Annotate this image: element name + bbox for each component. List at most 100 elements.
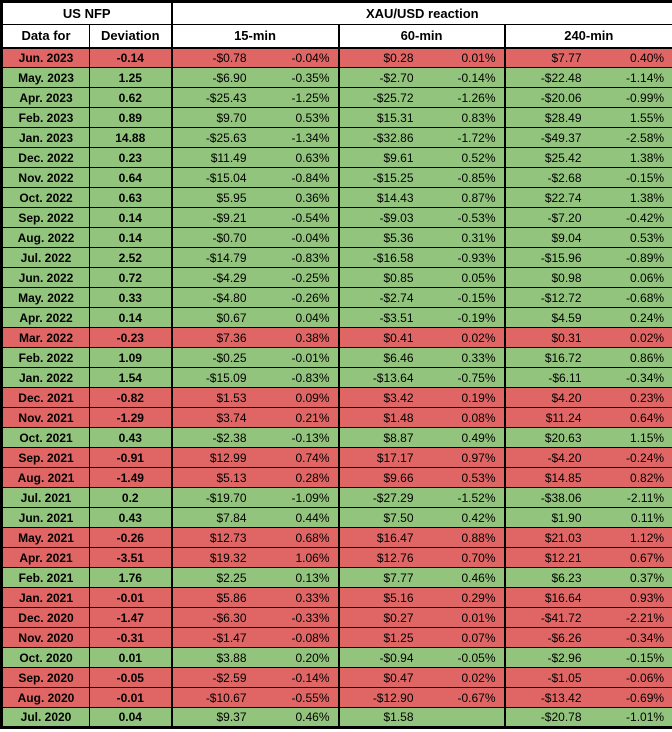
table-row: Jan. 2021 -0.01 $5.86 0.33% $5.16 0.29% $16.64…: [1, 587, 672, 608]
m60-pct-cell: 0.01%: [421, 607, 506, 628]
m15-pct-cell: 0.68%: [254, 527, 340, 548]
m240-usd-cell: $16.72: [503, 347, 590, 368]
table-row: Jul. 2021 0.2 -$19.70 -1.09% -$27.29 -1.52% -$…: [1, 487, 672, 508]
m15-pct-cell: -0.55%: [254, 687, 340, 708]
deviation-cell: 0.23: [88, 147, 173, 168]
deviation-cell: 0.43: [88, 507, 173, 528]
m240-pct-cell: 1.12%: [589, 527, 672, 548]
table-row: Jun. 2021 0.43 $7.84 0.44% $7.50 0.42% $1.90 0.…: [1, 507, 672, 528]
deviation-cell: 0.01: [88, 647, 173, 668]
m240-pct-cell: 1.15%: [589, 427, 672, 448]
m60-usd-cell: -$2.70: [337, 67, 422, 88]
m60-pct-cell: 0.19%: [421, 387, 506, 408]
m15-usd-cell: $1.53: [170, 387, 255, 408]
m240-pct-cell: -2.11%: [589, 487, 672, 508]
m240-pct-cell: -1.01%: [589, 707, 672, 728]
m240-usd-cell: -$13.42: [503, 687, 590, 708]
table-row: Feb. 2021 1.76 $2.25 0.13% $7.77 0.46% $6.23 0.…: [1, 567, 672, 588]
table-row: May. 2023 1.25 -$6.90 -0.35% -$2.70 -0.14% -$2…: [1, 67, 672, 88]
deviation-cell: 0.04: [88, 707, 173, 728]
m60-usd-cell: $9.66: [337, 467, 422, 488]
deviation-cell: 0.33: [88, 287, 173, 308]
m60-usd-cell: $0.27: [337, 607, 422, 628]
m240-pct-cell: -1.14%: [589, 67, 672, 88]
m60-pct-cell: -1.52%: [421, 487, 506, 508]
m60-usd-cell: $7.77: [337, 567, 422, 588]
m60-usd-cell: -$2.74: [337, 287, 422, 308]
m240-pct-cell: -0.89%: [589, 247, 672, 268]
table-row: May. 2021 -0.26 $12.73 0.68% $16.47 0.88% $21.…: [1, 527, 672, 548]
m60-usd-cell: -$3.51: [337, 307, 422, 328]
m240-pct-cell: 0.37%: [589, 567, 672, 588]
date-cell: Jul. 2021: [1, 487, 90, 508]
m15-usd-cell: -$14.79: [170, 247, 255, 268]
m60-usd-cell: -$27.29: [337, 487, 422, 508]
m15-pct-cell: -0.08%: [254, 627, 340, 648]
m60-usd-cell: $7.50: [337, 507, 422, 528]
table-row: Sep. 2020 -0.05 -$2.59 -0.14% $0.47 0.02% -$1.…: [1, 667, 672, 688]
m240-usd-cell: -$22.48: [503, 67, 590, 88]
m240-usd-cell: -$20.78: [503, 707, 590, 728]
m60-usd-cell: -$0.94: [337, 647, 422, 668]
m60-pct-cell: 0.31%: [421, 227, 506, 248]
col-60min-header: 60-min: [337, 24, 506, 49]
m240-usd-cell: -$41.72: [503, 607, 590, 628]
m240-pct-cell: 0.24%: [589, 307, 672, 328]
m240-usd-cell: -$1.05: [503, 667, 590, 688]
deviation-cell: -0.31: [88, 627, 173, 648]
m60-pct-cell: 0.46%: [421, 567, 506, 588]
m15-pct-cell: -0.83%: [254, 247, 340, 268]
m15-pct-cell: -0.01%: [254, 347, 340, 368]
deviation-cell: -0.91: [88, 447, 173, 468]
m240-usd-cell: -$12.72: [503, 287, 590, 308]
m60-usd-cell: -$32.86: [337, 127, 422, 148]
table-row: Feb. 2022 1.09 -$0.25 -0.01% $6.46 0.33% $16.7…: [1, 347, 672, 368]
table-row: Feb. 2023 0.89 $9.70 0.53% $15.31 0.83% $28.49…: [1, 107, 672, 128]
m60-usd-cell: $16.47: [337, 527, 422, 548]
deviation-cell: -0.01: [88, 587, 173, 608]
m60-pct-cell: 0.29%: [421, 587, 506, 608]
deviation-cell: 0.14: [88, 227, 173, 248]
table-row: Jan. 2022 1.54 -$15.09 -0.83% -$13.64 -0.75% -…: [1, 367, 672, 388]
m240-usd-cell: $9.04: [503, 227, 590, 248]
deviation-cell: -0.01: [88, 687, 173, 708]
m15-usd-cell: $12.73: [170, 527, 255, 548]
m240-usd-cell: $14.85: [503, 467, 590, 488]
m240-usd-cell: $1.90: [503, 507, 590, 528]
m240-usd-cell: -$4.20: [503, 447, 590, 468]
m15-pct-cell: -0.35%: [254, 67, 340, 88]
m240-pct-cell: 0.11%: [589, 507, 672, 528]
m240-pct-cell: 0.67%: [589, 547, 672, 568]
m15-pct-cell: 0.74%: [254, 447, 340, 468]
table-row: Dec. 2022 0.23 $11.49 0.63% $9.61 0.52% $25.42…: [1, 147, 672, 168]
m60-pct-cell: -0.85%: [421, 167, 506, 188]
header-columns-row: Data for Deviation 15-min 60-min 240-min: [1, 24, 672, 49]
deviation-header: Deviation: [88, 24, 173, 49]
m60-pct-cell: 0.02%: [421, 667, 506, 688]
deviation-cell: 1.76: [88, 567, 173, 588]
deviation-cell: 0.14: [88, 207, 173, 228]
m60-pct-cell: -0.14%: [421, 67, 506, 88]
m60-pct-cell: 0.42%: [421, 507, 506, 528]
table-row: Oct. 2022 0.63 $5.95 0.36% $14.43 0.87% $22.74…: [1, 187, 672, 208]
m240-usd-cell: $11.24: [503, 407, 590, 428]
m15-usd-cell: $9.70: [170, 107, 255, 128]
deviation-cell: 14.88: [88, 127, 173, 148]
m240-pct-cell: 0.40%: [589, 47, 672, 68]
table-row: Aug. 2022 0.14 -$0.70 -0.04% $5.36 0.31% $9.04…: [1, 227, 672, 248]
m15-usd-cell: -$1.47: [170, 627, 255, 648]
m15-pct-cell: 0.53%: [254, 107, 340, 128]
m15-usd-cell: -$15.04: [170, 167, 255, 188]
m60-usd-cell: $0.47: [337, 667, 422, 688]
table-row: Apr. 2021 -3.51 $19.32 1.06% $12.76 0.70% $12.…: [1, 547, 672, 568]
m60-usd-cell: $3.42: [337, 387, 422, 408]
m240-usd-cell: -$15.96: [503, 247, 590, 268]
m60-pct-cell: 0.87%: [421, 187, 506, 208]
m240-usd-cell: $22.74: [503, 187, 590, 208]
m15-pct-cell: 0.21%: [254, 407, 340, 428]
m60-pct-cell: -1.26%: [421, 87, 506, 108]
deviation-cell: 0.62: [88, 87, 173, 108]
deviation-cell: 1.54: [88, 367, 173, 388]
m15-usd-cell: -$15.09: [170, 367, 255, 388]
